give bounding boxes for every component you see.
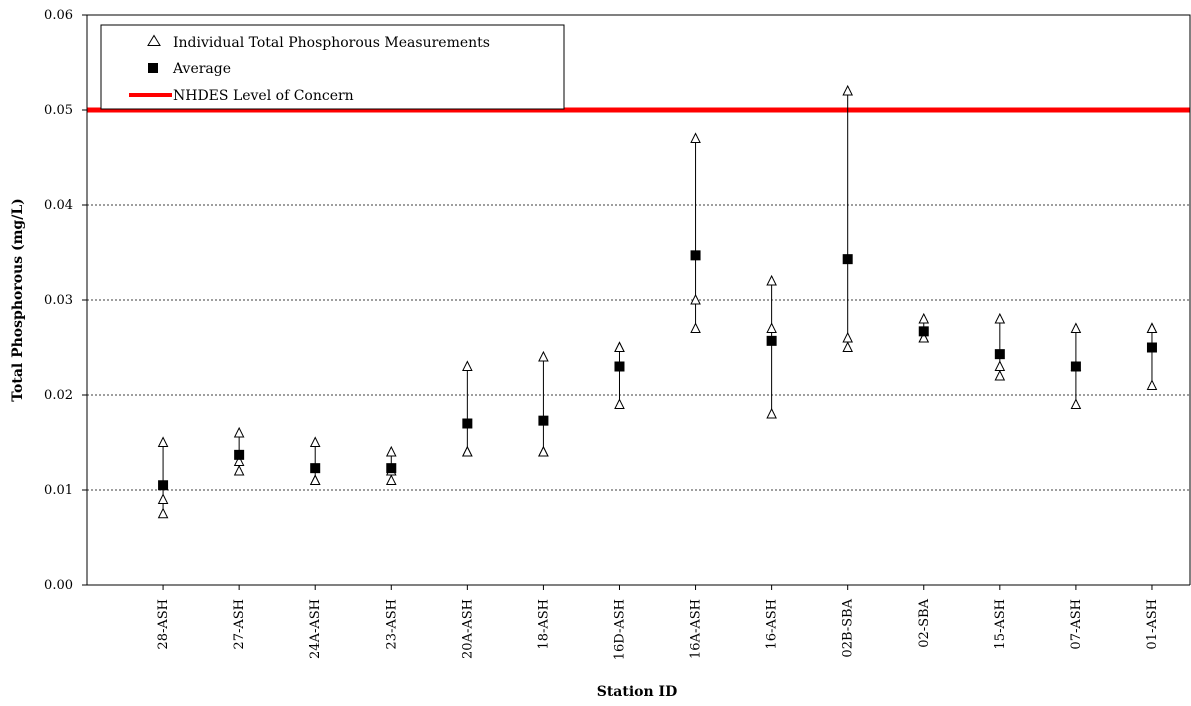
- average-point: [842, 254, 853, 265]
- average-point: [1070, 361, 1081, 372]
- average-point: [1146, 342, 1157, 353]
- measurement-point: [538, 350, 549, 362]
- average-point: [538, 415, 549, 426]
- y-tick-label: 0.01: [44, 483, 73, 498]
- legend-label-level-of-concern: NHDES Level of Concern: [173, 88, 354, 104]
- measurement-point: [157, 493, 169, 504]
- x-tick-label: 02-SBA: [917, 598, 932, 647]
- average-point: [766, 335, 777, 346]
- legend-square-icon: [148, 63, 158, 73]
- y-tick-label: 0.05: [44, 103, 73, 118]
- measurement-point: [994, 312, 1006, 324]
- measurement-point: [690, 293, 701, 305]
- y-tick-label: 0.03: [44, 293, 73, 308]
- measurement-point: [1146, 379, 1158, 390]
- measurement-point: [766, 274, 777, 286]
- measurement-point: [1146, 322, 1158, 333]
- measurement-point: [842, 331, 853, 343]
- x-axis-title: Station ID: [597, 684, 678, 700]
- measurement-point: [157, 436, 169, 447]
- measurement-point: [918, 312, 930, 324]
- plot-frame: [87, 14, 1191, 585]
- y-axis-title: Total Phosphorous (mg/L): [10, 198, 26, 402]
- x-tick-label: 20A-ASH: [460, 599, 475, 659]
- legend-label-measurements: Individual Total Phosphorous Measurement…: [173, 35, 490, 51]
- y-tick-labels: 0.00 0.01 0.02 0.03 0.04 0.05 0.06: [44, 8, 73, 593]
- measurement-point: [1070, 322, 1082, 333]
- average-point: [158, 480, 169, 491]
- measurement-point: [614, 398, 625, 409]
- average-point: [462, 418, 473, 429]
- average-point: [310, 463, 321, 474]
- data-marks: [157, 84, 1158, 519]
- measurement-point: [462, 445, 473, 457]
- y-tick-label: 0.00: [44, 578, 73, 593]
- average-point: [690, 250, 701, 261]
- x-tick-label: 23-ASH: [384, 599, 399, 650]
- x-tick-label: 02B-SBA: [841, 598, 856, 657]
- average-point: [614, 361, 625, 372]
- measurement-point: [842, 84, 853, 96]
- measurement-point: [994, 360, 1006, 371]
- range-lines: [162, 91, 1153, 514]
- x-tick-label: 16-ASH: [765, 599, 780, 650]
- legend: Individual Total Phosphorous Measurement…: [100, 24, 565, 110]
- measurement-point: [309, 436, 321, 447]
- x-tick-labels: 28-ASH 27-ASH 24A-ASH 23-ASH 20A-ASH 18-ASH 16…: [156, 598, 1160, 660]
- average-point: [918, 326, 929, 337]
- x-tick-label: 18-ASH: [536, 599, 551, 650]
- axes: [82, 14, 1191, 590]
- measurement-point: [233, 464, 245, 476]
- measurement-point: [385, 445, 397, 457]
- measurement-point: [690, 132, 701, 143]
- y-tick-label: 0.06: [44, 8, 73, 23]
- measurement-point: [157, 507, 169, 519]
- x-tick-label: 16A-ASH: [689, 599, 704, 659]
- measurement-point: [233, 426, 245, 438]
- measurement-point: [766, 407, 777, 419]
- measurement-point: [766, 322, 777, 333]
- legend-triangle-icon: [147, 34, 161, 46]
- measurement-point: [690, 322, 701, 333]
- measurement-point: [462, 360, 473, 371]
- x-tick-label: 07-ASH: [1069, 599, 1084, 650]
- average-point: [234, 449, 245, 460]
- y-tick-label: 0.04: [44, 198, 73, 213]
- measurement-point: [538, 445, 549, 457]
- measurement-point: [385, 474, 397, 485]
- y-tick-label: 0.02: [44, 388, 73, 403]
- measurement-point: [614, 341, 625, 352]
- grid-lines: [87, 109, 1190, 491]
- legend-box: [100, 24, 565, 110]
- legend-label-average: Average: [172, 61, 231, 77]
- measurement-point: [918, 331, 930, 343]
- average-point: [994, 349, 1005, 360]
- measurement-point: [994, 369, 1006, 381]
- measurement-point: [1070, 398, 1082, 409]
- measurement-point: [309, 474, 321, 485]
- x-tick-label: 27-ASH: [232, 599, 247, 650]
- x-tick-label: 15-ASH: [993, 599, 1008, 650]
- x-tick-label: 24A-ASH: [308, 599, 323, 659]
- x-tick-label: 01-ASH: [1145, 599, 1160, 650]
- average-point: [386, 463, 397, 474]
- measurement-point: [842, 341, 853, 352]
- x-tick-label: 16D-ASH: [612, 599, 627, 660]
- x-tick-label: 28-ASH: [156, 599, 171, 650]
